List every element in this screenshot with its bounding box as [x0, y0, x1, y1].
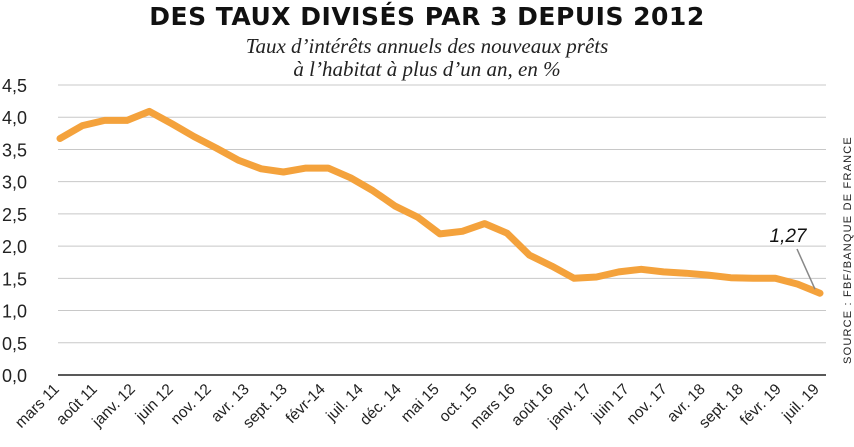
series-line — [56, 107, 824, 297]
x-tick-label: déc. 14 — [357, 381, 405, 429]
y-axis-tick-labels: 0,0 0,5 1,0 1,5 2,0 2,5 3,0 3,5 4,0 4,5 — [2, 76, 27, 386]
y-tick-label: 3,0 — [2, 173, 27, 193]
annotation-leader-line — [796, 248, 816, 290]
series-line-layer — [56, 107, 824, 297]
y-tick-label: 1,5 — [2, 269, 27, 289]
x-tick-label: févr-14 — [283, 381, 329, 427]
annotation-label: 1,27 — [770, 226, 808, 247]
y-tick-label: 2,0 — [2, 237, 27, 257]
gridlines — [58, 84, 826, 376]
chart-title: DES TAUX DIVISÉS PAR 3 DEPUIS 2012 — [149, 2, 705, 31]
y-tick-label: 3,5 — [2, 140, 27, 160]
x-tick-label: mars 11 — [12, 381, 63, 432]
x-tick-label: févr. 19 — [737, 381, 785, 429]
source-note: SOURCE : FBF/BANQUE DE FRANCE — [842, 136, 854, 364]
chart-subtitle-line-2: à l’habitat à plus d’un an, en % — [293, 57, 561, 81]
y-tick-label: 1,0 — [2, 302, 27, 322]
y-tick-label: 0,0 — [2, 366, 27, 386]
x-tick-label: mai 15 — [398, 381, 443, 426]
x-tick-label: nov. 12 — [168, 381, 215, 428]
y-tick-label: 4,0 — [2, 108, 27, 128]
annotation-layer: 1,27 — [770, 226, 816, 290]
y-tick-label: 0,5 — [2, 334, 27, 354]
chart-subtitle-line-1: Taux d’intérêts annuels des nouveaux prê… — [245, 34, 609, 58]
x-tick-label: juil. 19 — [778, 381, 822, 425]
y-tick-label: 2,5 — [2, 205, 27, 225]
y-tick-label: 4,5 — [2, 76, 27, 96]
x-tick-label: nov. 17 — [624, 381, 671, 428]
